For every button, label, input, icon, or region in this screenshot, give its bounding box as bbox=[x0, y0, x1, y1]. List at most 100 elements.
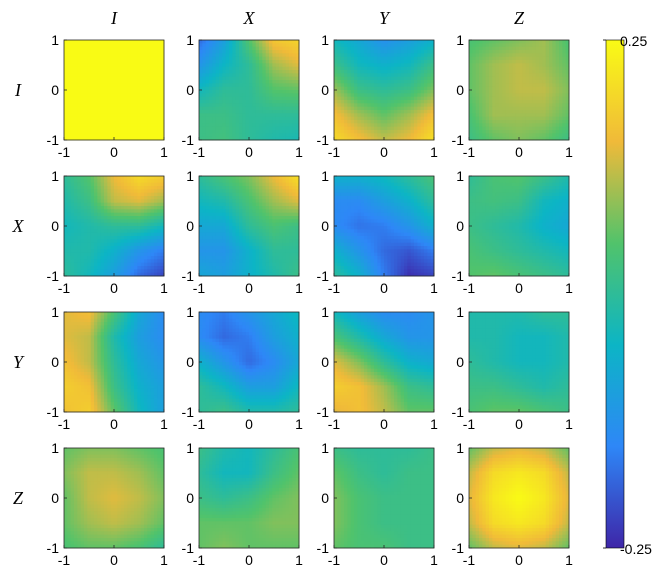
heatmap-cell bbox=[509, 43, 513, 48]
heatmap-cell bbox=[489, 70, 493, 74]
heatmap-cell bbox=[157, 76, 162, 81]
heatmap-cell bbox=[370, 110, 375, 114]
heatmap-cell bbox=[67, 83, 72, 88]
heatmap-cell bbox=[347, 116, 352, 121]
heatmap-cell bbox=[84, 70, 88, 74]
heatmap-cell bbox=[245, 123, 250, 128]
heatmap-cell bbox=[147, 120, 152, 124]
heatmap-cell bbox=[212, 130, 217, 134]
heatmap-cell bbox=[492, 130, 497, 134]
heatmap-cell bbox=[417, 136, 422, 141]
heatmap-cell bbox=[295, 216, 300, 220]
heatmap-cell bbox=[279, 50, 283, 54]
heatmap-cell bbox=[367, 53, 372, 58]
heatmap-cell bbox=[380, 46, 385, 51]
heatmap-cell bbox=[87, 232, 92, 237]
heatmap-cell bbox=[117, 196, 122, 200]
heatmap-cell bbox=[390, 93, 395, 98]
heatmap-cell bbox=[377, 53, 382, 58]
heatmap-cell bbox=[279, 80, 283, 84]
heatmap-cell bbox=[512, 86, 517, 91]
heatmap-cell bbox=[67, 70, 72, 74]
heatmap-cell bbox=[367, 90, 372, 94]
heatmap-cell bbox=[144, 202, 148, 207]
heatmap-cell bbox=[479, 113, 483, 118]
heatmap-cell bbox=[77, 229, 82, 234]
y-tick-label: 1 bbox=[51, 32, 59, 48]
heatmap-cell bbox=[485, 113, 490, 118]
heatmap-cell bbox=[519, 76, 523, 81]
heatmap-cell bbox=[90, 133, 95, 138]
heatmap-cell bbox=[74, 212, 78, 217]
heatmap-cell bbox=[505, 113, 510, 118]
heatmap-cell bbox=[229, 182, 233, 187]
heatmap-cell bbox=[390, 46, 395, 51]
heatmap-cell bbox=[104, 206, 108, 210]
heatmap-cell bbox=[97, 239, 102, 244]
heatmap-cell bbox=[555, 113, 560, 118]
heatmap-cell bbox=[90, 232, 95, 237]
heatmap-cell bbox=[205, 40, 210, 44]
heatmap-cell bbox=[404, 40, 408, 44]
heatmap-cell bbox=[252, 93, 257, 98]
heatmap-cell bbox=[215, 202, 220, 207]
heatmap-cell bbox=[519, 90, 523, 94]
heatmap-cell bbox=[157, 236, 162, 240]
heatmap-cell bbox=[222, 86, 227, 91]
heatmap-cell bbox=[215, 199, 220, 204]
heatmap-cell bbox=[104, 246, 108, 250]
heatmap-cell bbox=[245, 83, 250, 88]
heatmap-cell bbox=[255, 90, 260, 94]
heatmap-cell bbox=[219, 206, 223, 210]
heatmap-cell bbox=[255, 40, 260, 44]
heatmap-cell bbox=[410, 83, 415, 88]
heatmap-cell bbox=[87, 110, 92, 114]
heatmap-cell bbox=[255, 110, 260, 114]
heatmap-cell bbox=[134, 186, 138, 190]
heatmap-cell bbox=[282, 83, 287, 88]
heatmap-cell bbox=[532, 100, 537, 104]
heatmap-cell bbox=[562, 130, 567, 134]
heatmap-cell bbox=[80, 192, 85, 197]
heatmap-cell bbox=[522, 46, 527, 51]
heatmap-cell bbox=[209, 176, 213, 180]
heatmap-cell bbox=[130, 116, 135, 121]
heatmap-cell bbox=[259, 80, 263, 84]
heatmap-cell bbox=[134, 236, 138, 240]
heatmap-cell bbox=[469, 113, 473, 118]
heatmap-cell bbox=[229, 126, 233, 131]
heatmap-cell bbox=[282, 56, 287, 61]
heatmap-cell bbox=[94, 46, 98, 51]
heatmap-cell bbox=[120, 63, 125, 68]
heatmap-cell bbox=[199, 113, 203, 118]
heatmap-cell bbox=[104, 256, 108, 260]
heatmap-cell bbox=[430, 100, 435, 104]
heatmap-cell bbox=[150, 110, 155, 114]
heatmap-cell bbox=[475, 40, 480, 44]
heatmap-cell bbox=[334, 133, 338, 138]
heatmap-cell bbox=[482, 76, 487, 81]
heatmap-cell bbox=[199, 60, 203, 64]
heatmap-cell bbox=[235, 136, 240, 141]
heatmap-cell bbox=[107, 106, 112, 111]
heatmap-cell bbox=[202, 56, 207, 61]
heatmap-cell bbox=[565, 46, 570, 51]
heatmap-cell bbox=[502, 116, 507, 121]
heatmap-cell bbox=[117, 86, 122, 91]
heatmap-cell bbox=[295, 50, 300, 54]
heatmap-cell bbox=[259, 116, 263, 121]
heatmap-cell bbox=[525, 80, 530, 84]
heatmap-cell bbox=[539, 73, 543, 78]
heatmap-cell bbox=[74, 73, 78, 78]
heatmap-cell bbox=[367, 133, 372, 138]
heatmap-cell bbox=[522, 50, 527, 54]
heatmap-cell bbox=[130, 130, 135, 134]
heatmap-cell bbox=[90, 199, 95, 204]
heatmap-cell bbox=[364, 106, 368, 111]
heatmap-cell bbox=[114, 212, 118, 217]
x-tick-label: 1 bbox=[565, 144, 573, 160]
heatmap-cell bbox=[74, 222, 78, 227]
heatmap-cell bbox=[100, 66, 105, 71]
heatmap-cell bbox=[127, 63, 132, 68]
heatmap-cell bbox=[289, 86, 293, 91]
